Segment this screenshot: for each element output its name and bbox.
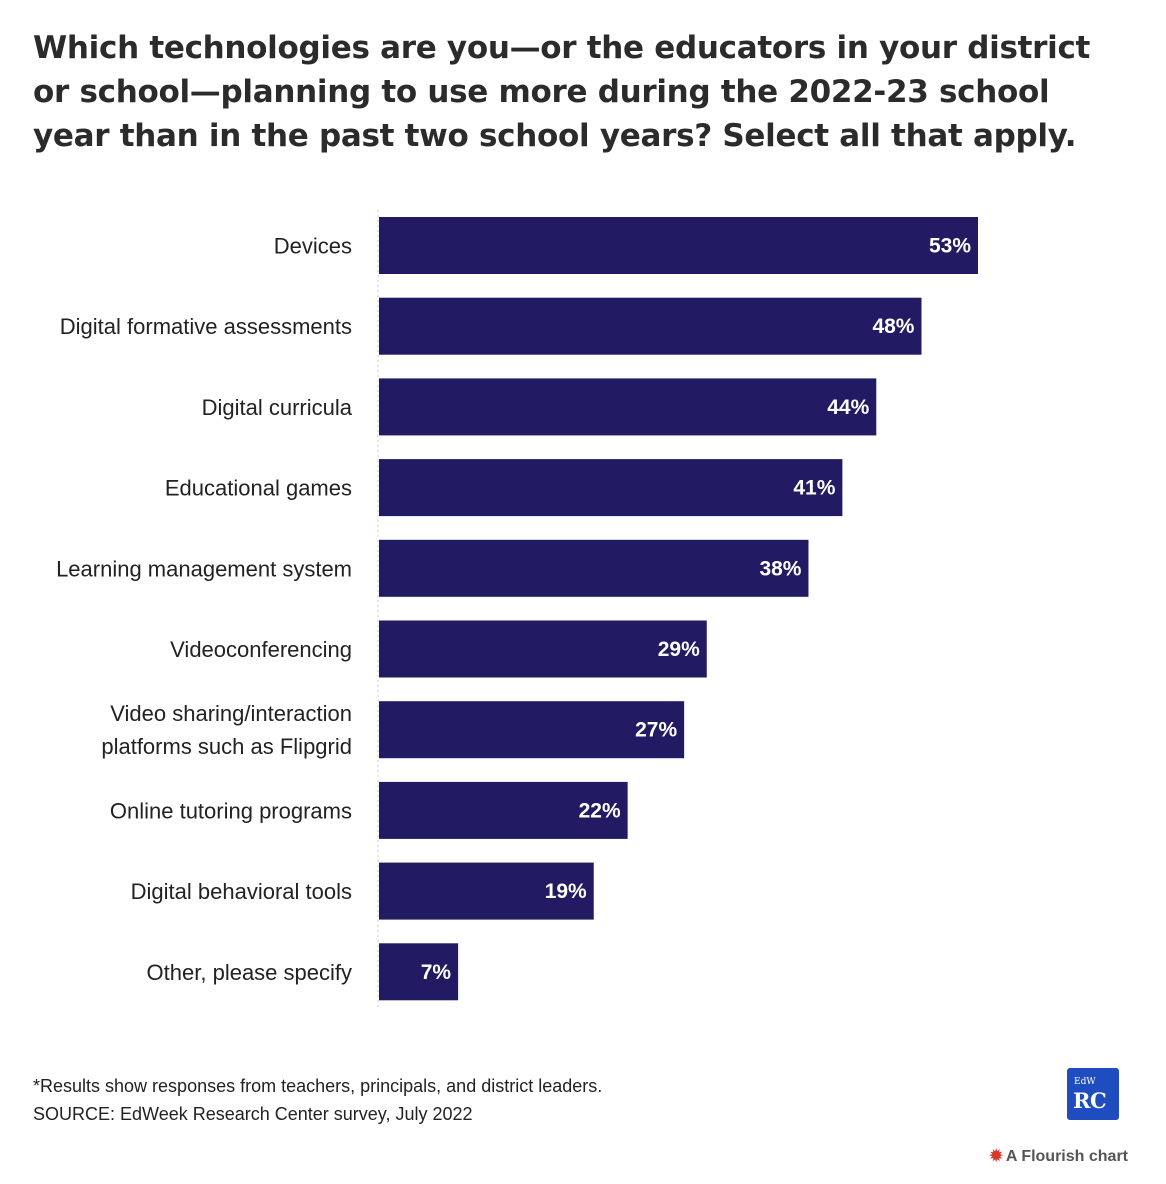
value-label-0: 53% <box>929 235 971 258</box>
value-label-4: 38% <box>759 557 801 580</box>
flourish-star-icon: ✹ <box>989 1148 1003 1165</box>
value-label-2: 44% <box>827 396 869 419</box>
value-label-6: 27% <box>635 719 677 742</box>
logo-text-top: EdW <box>1074 1077 1096 1087</box>
category-label-3: Educational games <box>165 476 352 501</box>
edweek-rc-logo[interactable]: EdW RC <box>1067 1068 1119 1120</box>
bar-6[interactable] <box>379 701 685 759</box>
bar-5[interactable] <box>379 620 707 678</box>
value-label-3: 41% <box>793 477 835 500</box>
bar-3[interactable] <box>379 459 843 517</box>
category-label-5: Videoconferencing <box>170 637 352 662</box>
value-label-1: 48% <box>872 315 914 338</box>
flourish-credit-label: A Flourish chart <box>1005 1148 1128 1165</box>
bar-7[interactable] <box>379 781 628 839</box>
category-label-6-line-1: platforms such as Flipgrid <box>101 734 352 759</box>
category-label-4-line-0: Learning management system <box>56 556 352 581</box>
category-label-3-line-0: Educational games <box>165 476 352 501</box>
category-label-2: Digital curricula <box>202 395 353 420</box>
bar-1[interactable] <box>379 297 922 355</box>
bar-2[interactable] <box>379 378 877 436</box>
value-label-8: 19% <box>545 880 587 903</box>
category-label-5-line-0: Videoconferencing <box>170 637 352 662</box>
category-label-0-line-0: Devices <box>274 234 352 259</box>
category-label-9-line-0: Other, please specify <box>147 960 352 985</box>
bar-chart: 53% Devices 48% Digital formative assessmen… <box>56 210 978 1010</box>
category-label-6-line-0: Video sharing/interaction <box>110 701 352 726</box>
category-label-7-line-0: Online tutoring programs <box>110 798 352 823</box>
source-note: SOURCE: EdWeek Research Center survey, J… <box>33 1104 473 1124</box>
bar-9[interactable] <box>379 943 459 1001</box>
value-label-7: 22% <box>579 799 621 822</box>
logo-text-bottom: RC <box>1073 1088 1107 1113</box>
category-label-2-line-0: Digital curricula <box>202 395 353 420</box>
category-label-7: Online tutoring programs <box>110 798 352 823</box>
footnote: *Results show responses from teachers, p… <box>33 1076 603 1096</box>
category-label-1: Digital formative assessments <box>60 314 352 339</box>
category-label-1-line-0: Digital formative assessments <box>60 314 352 339</box>
category-label-8: Digital behavioral tools <box>131 879 352 904</box>
category-label-0: Devices <box>274 234 352 259</box>
bar-8[interactable] <box>379 862 594 920</box>
flourish-credit-link[interactable]: ✹ A Flourish chart <box>990 1146 1129 1166</box>
category-label-9: Other, please specify <box>147 960 352 985</box>
value-label-9: 7% <box>421 961 452 984</box>
category-label-8-line-0: Digital behavioral tools <box>131 879 352 904</box>
bar-4[interactable] <box>379 539 809 597</box>
value-label-5: 29% <box>658 638 700 661</box>
chart-title: Which technologies are you—or the educat… <box>33 30 1091 154</box>
bar-0[interactable] <box>379 217 978 274</box>
category-label-6: Video sharing/interaction platforms such … <box>101 701 352 759</box>
category-label-4: Learning management system <box>56 556 352 581</box>
